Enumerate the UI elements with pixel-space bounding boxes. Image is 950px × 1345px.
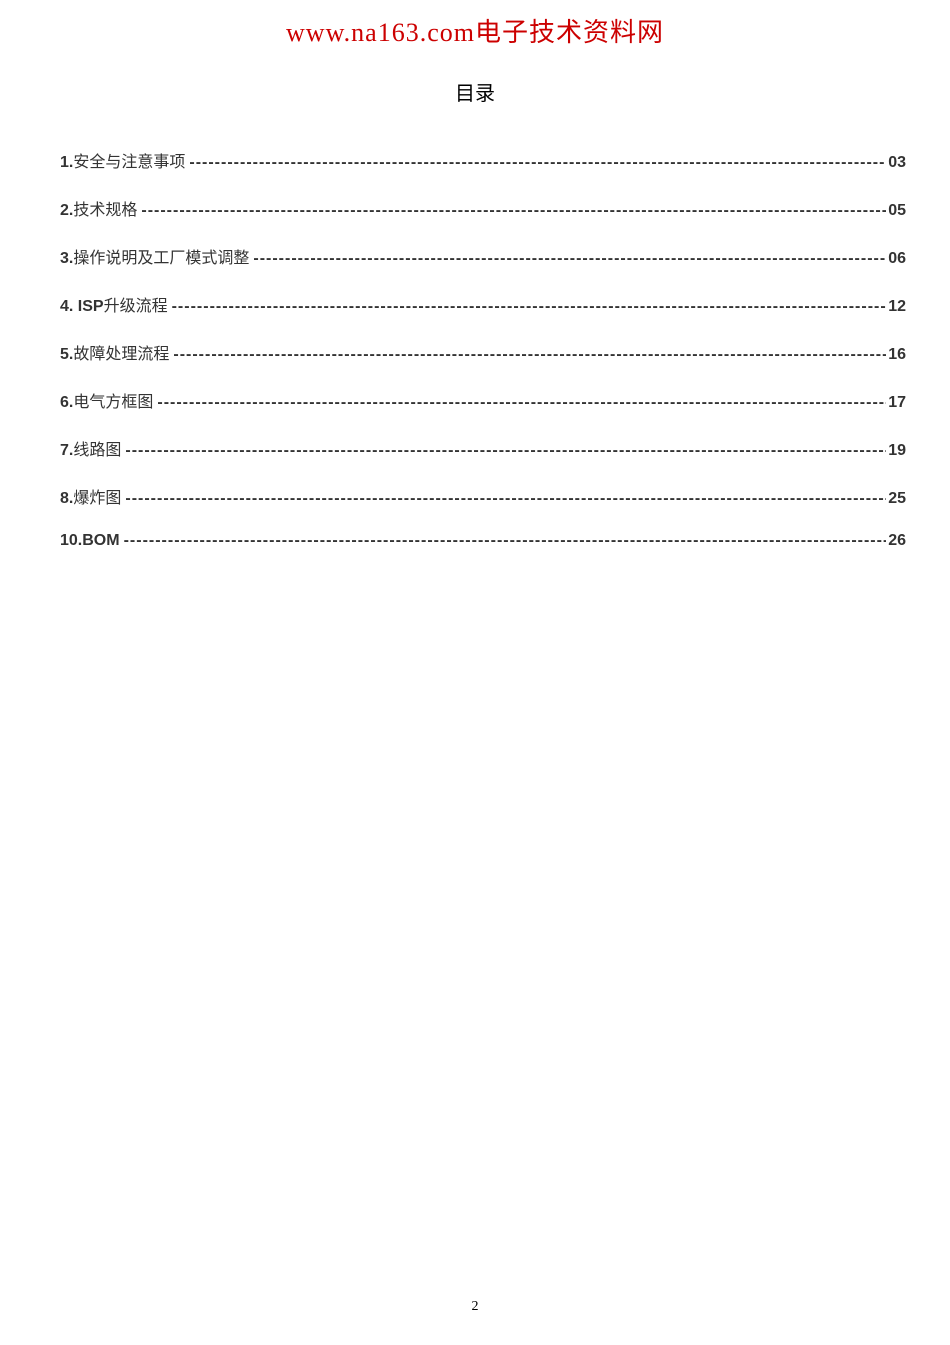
toc-entry-number: 8. <box>60 490 73 508</box>
toc-entry: 5. 故障处理流程 ------------------------------… <box>60 340 906 364</box>
toc-entry-page: 12 <box>886 298 906 316</box>
toc-entry: 6. 电气方框图 -------------------------------… <box>60 388 906 412</box>
site-url-text: www.na163.com电子技术资料网 <box>286 18 664 47</box>
toc-entry-label: 安全与注意事项 <box>73 148 185 172</box>
toc-entry-page: 19 <box>886 442 906 460</box>
toc-entry: 4. ISP 升级流程 ----------------------------… <box>60 292 906 316</box>
toc-leader-dashes: ----------------------------------------… <box>189 154 886 172</box>
toc-entry-label: 故障处理流程 <box>73 340 169 364</box>
toc-title: 目录 <box>0 77 950 106</box>
toc-entry-page: 16 <box>886 346 906 364</box>
table-of-contents: 1. 安全与注意事项 -----------------------------… <box>0 148 950 550</box>
toc-leader-dashes: ----------------------------------------… <box>157 394 886 412</box>
toc-leader-dashes: ----------------------------------------… <box>253 250 886 268</box>
toc-entry: 2. 技术规格 --------------------------------… <box>60 196 906 220</box>
toc-leader-dashes: ----------------------------------------… <box>125 442 886 460</box>
page-number: 2 <box>0 1299 950 1315</box>
toc-entry-number: 10. <box>60 532 82 550</box>
site-header: www.na163.com电子技术资料网 <box>0 0 950 49</box>
toc-entry-page: 06 <box>886 250 906 268</box>
toc-entry-label: 电气方框图 <box>73 388 153 412</box>
toc-entry-number: 6. <box>60 394 73 412</box>
toc-entry-number: 4. ISP <box>60 298 104 316</box>
toc-entry-label: 升级流程 <box>104 292 168 316</box>
toc-entry-page: 25 <box>886 490 906 508</box>
toc-entry-page: 03 <box>886 154 906 172</box>
toc-entry-label: 操作说明及工厂模式调整 <box>73 244 249 268</box>
toc-entry-label: 线路图 <box>73 436 121 460</box>
toc-leader-dashes: ----------------------------------------… <box>172 298 887 316</box>
toc-entry-number: 2. <box>60 202 73 220</box>
toc-entry: 10. BOM --------------------------------… <box>60 532 906 550</box>
toc-entry-page: 05 <box>886 202 906 220</box>
toc-entry-label: 技术规格 <box>73 196 137 220</box>
toc-entry-number: 5. <box>60 346 73 364</box>
toc-entry-number: 3. <box>60 250 73 268</box>
toc-entry-page: 26 <box>886 532 906 550</box>
toc-entry-label: 爆炸图 <box>73 484 121 508</box>
toc-leader-dashes: ----------------------------------------… <box>141 202 886 220</box>
toc-entry: 1. 安全与注意事项 -----------------------------… <box>60 148 906 172</box>
toc-leader-dashes: ----------------------------------------… <box>173 346 886 364</box>
toc-entry: 3. 操作说明及工厂模式调整 -------------------------… <box>60 244 906 268</box>
toc-entry: 8. 爆炸图 ---------------------------------… <box>60 484 906 508</box>
toc-leader-dashes: ----------------------------------------… <box>124 532 887 550</box>
toc-entry-number: 7. <box>60 442 73 460</box>
toc-leader-dashes: ----------------------------------------… <box>125 490 886 508</box>
toc-entry-label: BOM <box>82 532 119 550</box>
toc-entry-number: 1. <box>60 154 73 172</box>
toc-entry-page: 17 <box>886 394 906 412</box>
toc-entry: 7. 线路图 ---------------------------------… <box>60 436 906 460</box>
